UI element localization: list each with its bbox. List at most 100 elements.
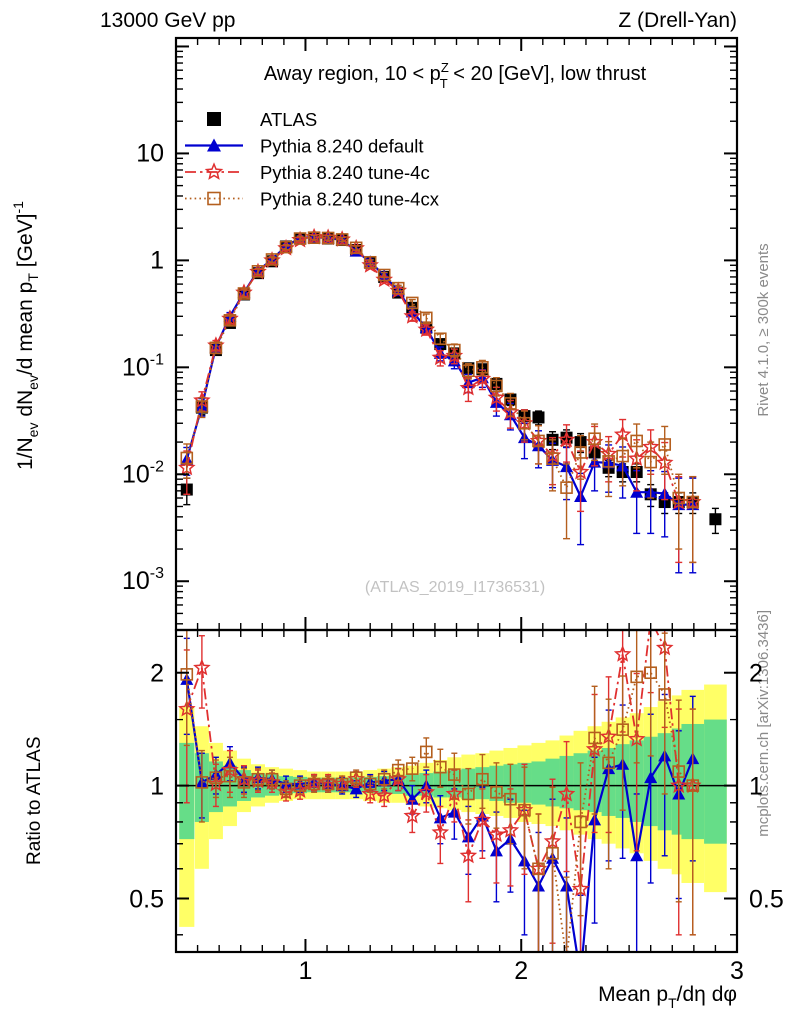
- analysis-watermark: (ATLAS_2019_I1736531): [365, 579, 545, 596]
- marker-square-open: [279, 240, 293, 254]
- y-tick-mantissa: 10: [122, 567, 150, 595]
- x-axis-label: Mean pT/dη dφ: [598, 983, 737, 1011]
- marker-square-open: [209, 771, 223, 784]
- legend-label: Pythia 8.240 tune-4cx: [260, 189, 440, 210]
- marker-square-open: [462, 787, 475, 801]
- marker-square-filled: [709, 513, 722, 526]
- marker-square-open: [532, 434, 545, 448]
- marker-square-open: [180, 451, 194, 465]
- legend-entry-pythia-8-240-tune-4c: Pythia 8.240 tune-4c: [185, 162, 430, 183]
- marker-square-open: [391, 281, 405, 295]
- marker-square-open: [518, 416, 531, 430]
- band-segment: [704, 719, 727, 844]
- marker-square-open: [546, 846, 559, 860]
- marker-square-open: [307, 777, 321, 791]
- marker-star-open: [487, 825, 506, 843]
- marker-square-open: [405, 296, 419, 310]
- marker-square-open: [504, 792, 517, 806]
- marker-square-open: [574, 815, 587, 829]
- marker-star-open: [557, 784, 576, 802]
- marker-square-open: [616, 449, 629, 463]
- ylabel-part-c: /d mean p: [14, 282, 37, 375]
- legend-label: Pythia 8.240 tune-4c: [260, 162, 430, 183]
- marker-square-open: [335, 233, 349, 246]
- plot-title: Away region, 10 < pZ T < 20 [GeV], low th…: [264, 60, 647, 91]
- marker-star-open: [557, 430, 576, 448]
- legend-entry-pythia-8-240-tune-4cx: Pythia 8.240 tune-4cx: [185, 189, 440, 210]
- x-axis-tick-label: 2: [514, 957, 528, 985]
- marker-square-open: [419, 311, 433, 325]
- ratio-tick-label-right: 2: [749, 660, 763, 688]
- xlabel-part-a: Mean p: [598, 983, 668, 1006]
- ratio-plot-panel: [176, 630, 737, 952]
- marker-square-open: [223, 769, 237, 783]
- y-axis-tick-label: 10-2: [122, 458, 164, 488]
- ratio-data-group: [176, 630, 737, 952]
- marker-star-open: [459, 378, 478, 396]
- marker-square-open: [672, 491, 686, 505]
- marker-square-filled: [207, 112, 221, 126]
- marker-star-open: [459, 846, 478, 864]
- marker-square-open: [546, 452, 559, 465]
- marker-square-filled: [532, 411, 545, 424]
- y-axis-tick-label: 10-3: [122, 565, 164, 595]
- ylabel-sub-ev1: ev: [25, 423, 41, 438]
- marker-square-open: [321, 231, 335, 245]
- marker-triangle-filled: [349, 782, 363, 795]
- marker-square-open: [658, 688, 672, 701]
- marker-square-open: [377, 268, 391, 282]
- ratio-tick-label-right: 1: [749, 773, 763, 801]
- marker-square-open: [195, 776, 209, 789]
- marker-square-open: [602, 756, 615, 770]
- marker-square-open: [265, 253, 279, 266]
- marker-square-open: [602, 455, 615, 468]
- x-axis-tick-label: 3: [730, 957, 744, 985]
- marker-star-open: [431, 823, 450, 840]
- marker-star-open: [193, 658, 211, 676]
- marker-square-open: [349, 771, 363, 784]
- plot-title-superscript: Z: [441, 60, 449, 75]
- marker-star-open: [487, 388, 506, 406]
- svg-text:Away region, 10 < pZT < 20 [Ge: Away region, 10 < pZ T < 20 [GeV], low th…: [264, 60, 647, 91]
- marker-square-open: [672, 765, 686, 778]
- marker-square-open: [251, 265, 265, 278]
- marker-square-open: [518, 803, 531, 817]
- marker-square-open: [363, 255, 377, 269]
- marker-square-open: [616, 723, 629, 736]
- mcplots-label: mcplots.cern.ch [arXiv:1306.3436]: [755, 610, 772, 837]
- marker-square-open: [335, 777, 349, 791]
- marker-triangle-filled: [405, 792, 419, 805]
- y-axis-tick-label: 10: [136, 139, 164, 167]
- rivet-version-text: Rivet 4.1.0, ≥ 300k events: [755, 243, 772, 416]
- header-beam-label: 13000 GeV pp: [100, 9, 235, 32]
- marker-triangle-filled: [644, 771, 658, 784]
- marker-square-open: [405, 762, 419, 775]
- marker-star-open: [204, 162, 224, 180]
- marker-square-open: [363, 777, 377, 791]
- plot-title-part-b: < 20 [GeV], low thrust: [448, 63, 647, 85]
- y-tick-mantissa: 10: [122, 460, 150, 488]
- ratio-tick-label-left: 2: [150, 660, 164, 688]
- marker-star-open: [473, 810, 492, 828]
- y-axis-label: 1/Nev dNev/d mean pT [GeV]-1: [10, 201, 41, 470]
- legend: ATLAS Pythia 8.240 default Pythia 8.240 tu…: [185, 109, 440, 210]
- marker-square-open: [209, 341, 223, 355]
- marker-square-open: [195, 400, 209, 413]
- marker-square-open: [504, 397, 517, 410]
- axis-ticks: [176, 38, 738, 952]
- marker-square-open: [321, 777, 335, 791]
- marker-square-open: [223, 314, 237, 327]
- marker-square-open: [490, 379, 503, 393]
- xlabel-part-b: /dη dφ: [677, 983, 737, 1006]
- rivet-version-label: Rivet 4.1.0, ≥ 300k events: [755, 243, 772, 416]
- main-plot-panel: [177, 227, 722, 574]
- marker-star-open: [361, 784, 379, 802]
- y-axis-tick-label: 10-1: [122, 351, 164, 381]
- ylabel-part-d: [GeV]: [14, 214, 37, 274]
- y-tick-exponent: -2: [150, 458, 164, 475]
- marker-star-open: [417, 783, 436, 800]
- marker-star-open: [403, 307, 422, 324]
